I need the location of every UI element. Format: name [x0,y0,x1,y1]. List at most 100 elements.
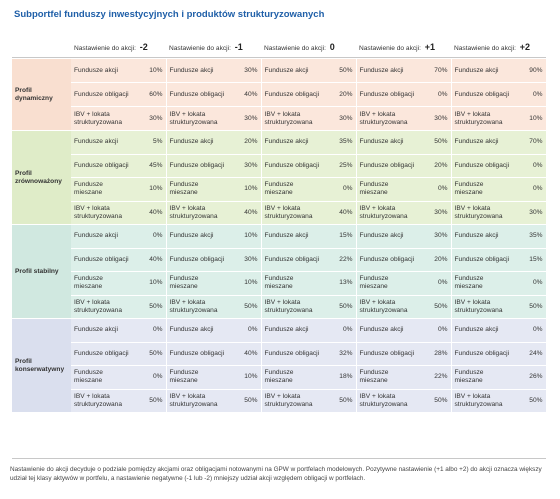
row-label: Fundusze akcji [166,318,229,342]
row-label: Fundusze obligacji [166,247,229,272]
row-label: IBV + lokata strukturyzowana [166,294,229,319]
allocation-value: 30% [419,200,452,225]
row-label: IBV + lokata strukturyzowana [356,106,419,131]
row-label: Fundusze obligacji [261,82,324,107]
row-label: Fundusze mieszane [261,271,324,295]
row-label: Fundusze akcji [71,58,134,83]
allocation-value: 0% [134,365,167,389]
allocation-value: 35% [514,224,547,248]
row-label: Fundusze obligacji [451,341,514,366]
table-row: Fundusze obligacji 45% Fundusze obligacji 3… [12,153,547,178]
row-label: Fundusze akcji [451,318,514,342]
row-label: IBV + lokata strukturyzowana [451,106,514,131]
row-label: Fundusze mieszane [451,271,514,295]
row-label: IBV + lokata strukturyzowana [261,200,324,225]
allocation-value: 18% [324,365,357,389]
row-label: IBV + lokata strukturyzowana [356,294,419,319]
row-label: IBV + lokata strukturyzowana [451,200,514,225]
row-label: Fundusze mieszane [166,271,229,295]
row-label: Fundusze obligacji [166,82,229,107]
row-label: IBV + lokata strukturyzowana [166,388,229,412]
header-level-m2: Nastawienie do akcji: -2 [71,38,166,59]
row-label: Fundusze akcji [356,224,419,248]
table-row: IBV + lokata strukturyzowana 40% IBV + lok… [12,200,547,225]
header-level-0: Nastawienie do akcji: 0 [261,38,356,59]
header-level-p1: Nastawienie do akcji: +1 [356,38,451,59]
row-label: Fundusze obligacji [451,82,514,107]
allocation-value: 50% [134,388,167,412]
row-label: Fundusze akcji [261,58,324,83]
allocation-value: 10% [134,177,167,201]
allocation-value: 5% [134,130,167,154]
row-label: IBV + lokata strukturyzowana [166,200,229,225]
header-level-value: -1 [234,42,243,52]
allocation-value: 30% [419,106,452,131]
page-title: Subportfel funduszy inwestycyjnych i pro… [14,9,325,20]
row-label: IBV + lokata strukturyzowana [261,388,324,412]
table-row: IBV + lokata strukturyzowana 50% IBV + lok… [12,294,547,319]
allocation-value: 30% [229,58,262,83]
allocation-value: 50% [324,58,357,83]
header-level-value: -2 [139,42,148,52]
allocation-value: 0% [514,153,547,178]
row-label: IBV + lokata strukturyzowana [166,106,229,131]
header-prefix: Nastawienie do akcji: [169,45,231,52]
row-label: Fundusze obligacji [356,247,419,272]
allocation-value: 10% [134,271,167,295]
header-level-value: +2 [519,42,531,52]
row-label: Fundusze mieszane [356,365,419,389]
profile-name: Profil zrównoważony [12,130,71,225]
allocation-value: 0% [229,318,262,342]
allocation-value: 50% [419,294,452,319]
header-prefix: Nastawienie do akcji: [454,45,516,52]
row-label: Fundusze obligacji [166,153,229,178]
row-label: Fundusze mieszane [451,177,514,201]
allocation-value: 50% [134,294,167,319]
row-label: Fundusze mieszane [451,365,514,389]
allocation-value: 50% [229,388,262,412]
allocation-value: 15% [324,224,357,248]
row-label: Fundusze obligacji [451,247,514,272]
allocation-value: 30% [134,106,167,131]
allocation-value: 0% [514,177,547,201]
row-label: Fundusze akcji [166,58,229,83]
row-label: Fundusze mieszane [356,271,419,295]
allocation-value: 40% [229,341,262,366]
allocation-value: 0% [134,318,167,342]
allocation-value: 13% [324,271,357,295]
row-label: IBV + lokata strukturyzowana [451,388,514,412]
row-label: Fundusze akcji [451,58,514,83]
allocation-value: 28% [419,341,452,366]
allocation-value: 10% [134,58,167,83]
table-row: IBV + lokata strukturyzowana 50% IBV + lok… [12,388,547,412]
allocation-value: 10% [229,365,262,389]
allocation-value: 32% [324,341,357,366]
table-body: Profil dynamiczny Fundusze akcji 10% Fundus… [12,58,547,412]
row-label: Fundusze mieszane [356,177,419,201]
table-row: Fundusze mieszane 10% Fundusze mieszane 10%… [12,271,547,295]
table-row: IBV + lokata strukturyzowana 30% IBV + lok… [12,106,547,131]
allocation-value: 0% [134,224,167,248]
allocation-value: 10% [229,271,262,295]
allocation-value: 20% [229,130,262,154]
row-label: Fundusze akcji [356,318,419,342]
row-label: Fundusze obligacji [261,247,324,272]
allocation-value: 10% [229,177,262,201]
allocation-value: 26% [514,365,547,389]
allocation-value: 0% [514,318,547,342]
row-label: Fundusze akcji [71,130,134,154]
header-prefix: Nastawienie do akcji: [74,45,136,52]
row-label: Fundusze akcji [356,58,419,83]
row-label: Fundusze mieszane [166,365,229,389]
header-level-value: 0 [329,42,335,52]
allocation-value: 22% [324,247,357,272]
row-label: Fundusze obligacji [166,341,229,366]
allocation-value: 30% [229,153,262,178]
allocation-value: 40% [229,200,262,225]
allocation-value: 15% [514,247,547,272]
divider [12,57,546,58]
allocation-value: 20% [324,82,357,107]
allocation-table: Nastawienie do akcji: -2 Nastawienie do … [12,38,547,412]
row-label: Fundusze obligacji [356,153,419,178]
allocation-value: 30% [514,200,547,225]
